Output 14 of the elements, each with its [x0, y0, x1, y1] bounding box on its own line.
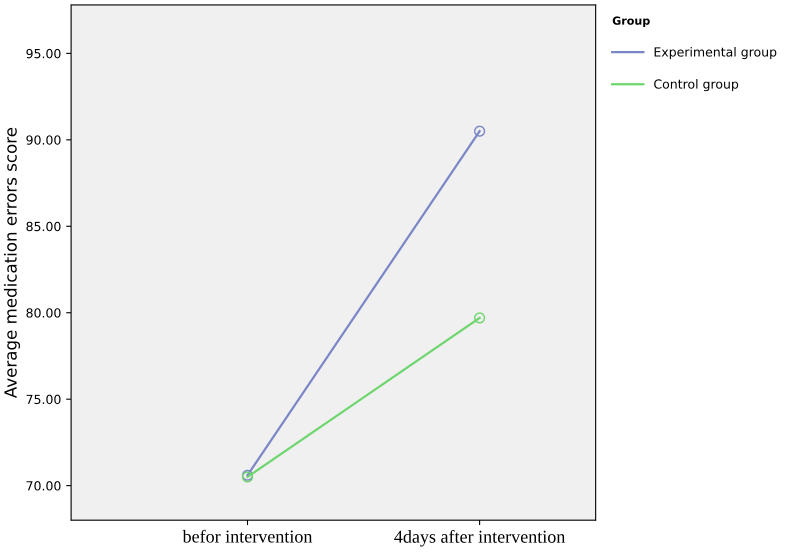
legend-label: Experimental group [654, 46, 776, 60]
x-tick-label: 4days after intervention [394, 530, 566, 547]
y-tick-label: 85.00 [26, 222, 61, 232]
y-tick-label: 90.00 [26, 135, 61, 145]
legend-label: Control group [654, 79, 738, 92]
x-tick-label: befor intervention [182, 530, 312, 543]
y-axis-title: Average medication errors score [4, 128, 20, 398]
y-tick-label: 70.00 [26, 481, 61, 491]
point [474, 312, 486, 324]
point [474, 126, 486, 137]
y-tick-label: 95.00 [26, 48, 61, 58]
legend-title: Group [612, 16, 650, 27]
y-tick-label: 75.00 [26, 394, 61, 404]
y-tick-label: 80.00 [26, 308, 61, 318]
